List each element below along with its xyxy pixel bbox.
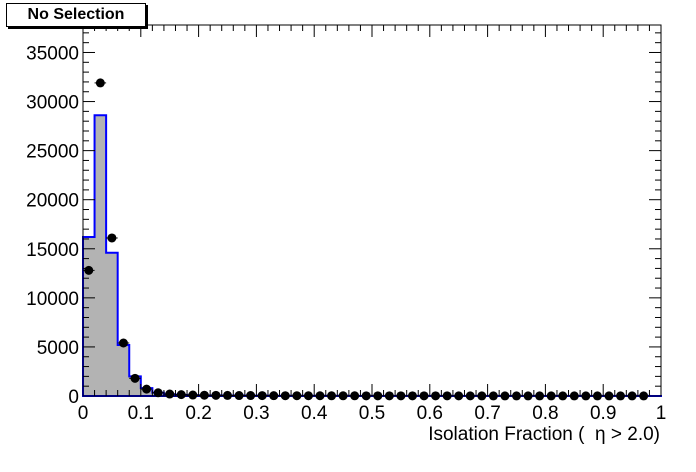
data-point bbox=[107, 233, 117, 243]
data-point bbox=[592, 391, 602, 401]
data-point bbox=[188, 390, 198, 400]
data-point bbox=[350, 391, 360, 401]
data-point bbox=[431, 391, 441, 401]
data-point bbox=[118, 338, 128, 348]
data-point bbox=[153, 388, 163, 398]
x-tick-label: 0.1 bbox=[128, 403, 154, 424]
y-tick-label: 20000 bbox=[26, 191, 79, 212]
data-point bbox=[211, 390, 221, 400]
data-point bbox=[84, 265, 94, 275]
plot-area bbox=[83, 25, 661, 396]
x-tick-label: 0.6 bbox=[417, 403, 443, 424]
data-point bbox=[546, 391, 556, 401]
data-point bbox=[373, 391, 383, 401]
data-point bbox=[338, 391, 348, 401]
x-tick-label: 0 bbox=[78, 403, 89, 424]
data-point bbox=[581, 391, 591, 401]
data-point bbox=[234, 391, 244, 401]
data-point bbox=[465, 391, 475, 401]
y-tick-label: 0 bbox=[68, 387, 79, 408]
data-point bbox=[407, 391, 417, 401]
data-point bbox=[477, 391, 487, 401]
x-tick-label: 0.7 bbox=[474, 403, 500, 424]
y-tick-label: 35000 bbox=[26, 43, 79, 64]
data-point bbox=[396, 391, 406, 401]
x-tick-label: 0.8 bbox=[532, 403, 558, 424]
y-tick-label: 5000 bbox=[37, 338, 79, 359]
data-point bbox=[130, 373, 140, 383]
data-point bbox=[142, 384, 152, 394]
x-tick-label: 0.3 bbox=[243, 403, 269, 424]
data-point bbox=[627, 391, 637, 401]
data-point bbox=[500, 391, 510, 401]
data-point bbox=[512, 391, 521, 401]
data-point bbox=[280, 391, 290, 401]
data-point bbox=[616, 391, 626, 401]
data-point bbox=[604, 391, 614, 401]
x-tick-label: 1 bbox=[656, 403, 667, 424]
x-tick-label: 0.9 bbox=[590, 403, 616, 424]
data-point bbox=[303, 391, 313, 401]
data-point bbox=[454, 391, 464, 401]
y-tick-label: 10000 bbox=[26, 289, 79, 310]
data-point bbox=[199, 390, 209, 400]
x-tick-label: 0.5 bbox=[359, 403, 385, 424]
data-point bbox=[639, 391, 649, 401]
data-point bbox=[569, 391, 579, 401]
data-point bbox=[535, 391, 545, 401]
data-point bbox=[176, 390, 186, 400]
x-tick-label: 0.2 bbox=[185, 403, 211, 424]
x-tick-label: 0.4 bbox=[301, 403, 328, 424]
data-point bbox=[223, 390, 232, 400]
data-point bbox=[269, 391, 279, 401]
data-point bbox=[315, 391, 325, 401]
y-tick-label: 30000 bbox=[26, 93, 79, 114]
data-point bbox=[95, 78, 105, 88]
y-tick-label: 15000 bbox=[26, 240, 79, 261]
data-point bbox=[246, 391, 256, 401]
data-point bbox=[442, 391, 452, 401]
chart-title: No Selection bbox=[6, 3, 146, 27]
data-point bbox=[361, 391, 371, 401]
x-axis-label: Isolation Fraction ( η > 2.0) bbox=[428, 424, 660, 445]
data-point bbox=[523, 391, 533, 401]
data-point bbox=[257, 391, 267, 401]
data-point bbox=[165, 389, 175, 399]
data-point bbox=[558, 391, 568, 401]
data-point bbox=[292, 391, 302, 401]
y-tick-label: 25000 bbox=[26, 142, 79, 163]
data-point bbox=[384, 391, 394, 401]
data-point bbox=[327, 391, 337, 401]
data-point bbox=[488, 391, 498, 401]
data-point bbox=[419, 391, 429, 401]
